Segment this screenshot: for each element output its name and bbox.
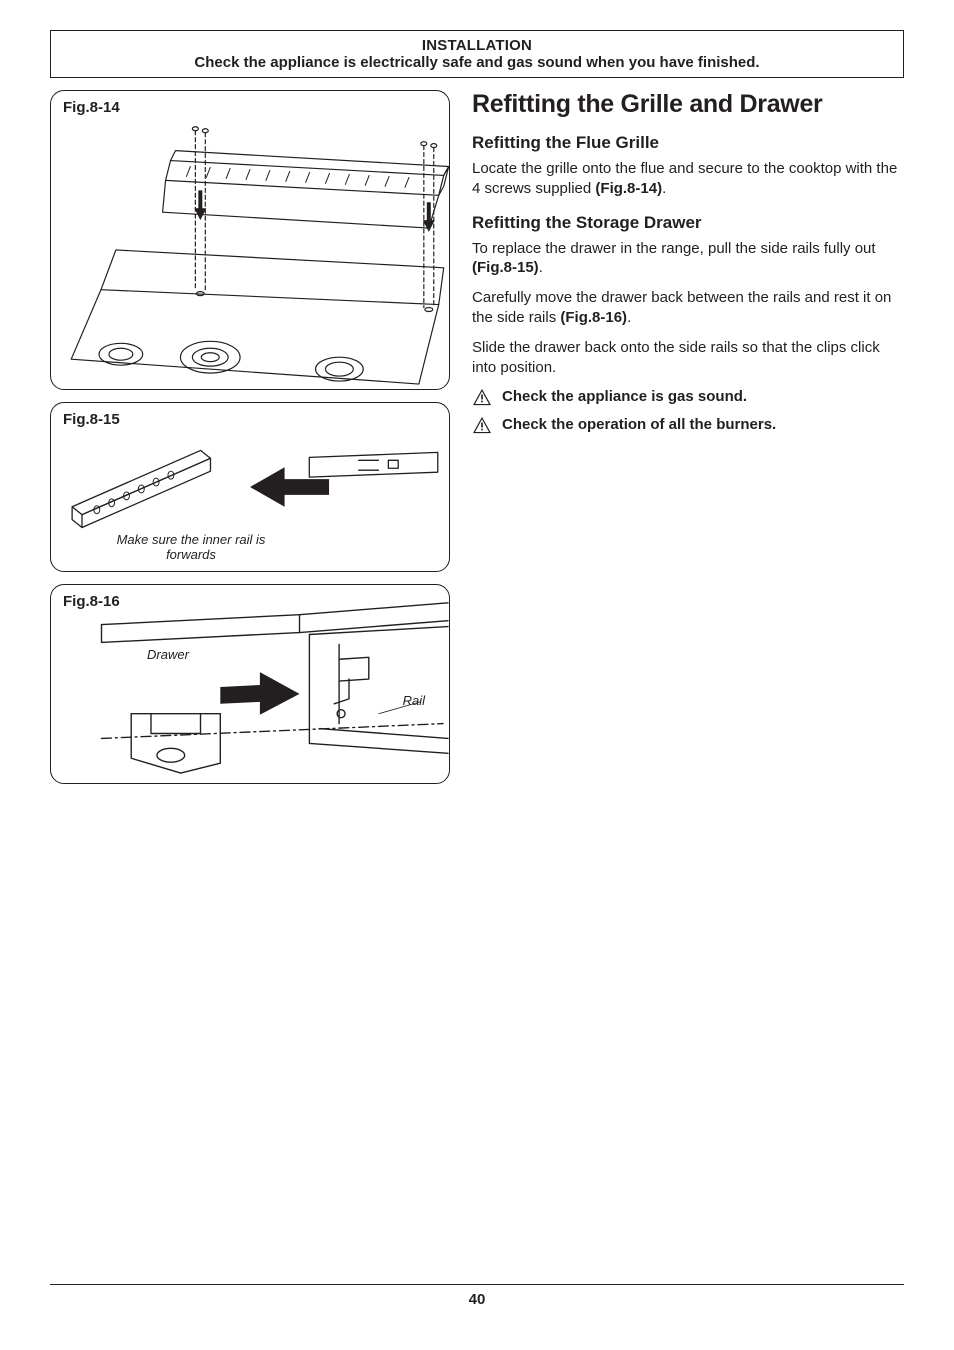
drawer-paragraph-1: To replace the drawer in the range, pull… (472, 239, 904, 279)
text: . (627, 309, 631, 326)
storage-drawer-heading: Refitting the Storage Drawer (472, 213, 904, 233)
figure-8-16: Fig.8-16 (50, 584, 450, 784)
header-banner: INSTALLATION Check the appliance is elec… (50, 30, 904, 78)
figure-caption: Make sure the inner rail is forwards (111, 533, 271, 563)
text: . (662, 180, 666, 197)
figure-column: Fig.8-14 (50, 90, 450, 796)
fig-ref: (Fig.8-16) (560, 309, 627, 326)
warning-icon (472, 416, 492, 434)
warning-row-1: Check the appliance is gas sound. (472, 387, 904, 407)
header-subtitle: Check the appliance is electrically safe… (61, 54, 893, 71)
rail-label: Rail (403, 693, 425, 708)
figure-8-14: Fig.8-14 (50, 90, 450, 390)
flue-grille-heading: Refitting the Flue Grille (472, 133, 904, 153)
flue-paragraph: Locate the grille onto the flue and secu… (472, 159, 904, 199)
drawer-rail-diagram (51, 585, 449, 783)
fig-ref: (Fig.8-15) (472, 259, 539, 276)
drawer-label: Drawer (147, 647, 189, 662)
text-column: Refitting the Grille and Drawer Refittin… (472, 90, 904, 796)
page-footer: 40 (50, 1284, 904, 1308)
page-number: 40 (469, 1291, 486, 1308)
figure-8-15: Fig.8-15 (50, 402, 450, 572)
text: Carefully move the drawer back between t… (472, 289, 891, 326)
drawer-paragraph-2: Carefully move the drawer back between t… (472, 288, 904, 328)
warning-text: Check the appliance is gas sound. (502, 387, 747, 407)
text: To replace the drawer in the range, pull… (472, 240, 876, 257)
cooktop-grille-diagram (51, 91, 449, 389)
warning-text: Check the operation of all the burners. (502, 415, 776, 435)
text: . (539, 259, 543, 276)
warning-row-2: Check the operation of all the burners. (472, 415, 904, 435)
section-title: Refitting the Grille and Drawer (472, 90, 904, 119)
content-columns: Fig.8-14 (50, 90, 904, 796)
header-title: INSTALLATION (61, 37, 893, 54)
fig-ref: (Fig.8-14) (595, 180, 662, 197)
warning-icon (472, 388, 492, 406)
text: Locate the grille onto the flue and secu… (472, 160, 897, 197)
drawer-paragraph-3: Slide the drawer back onto the side rail… (472, 338, 904, 378)
